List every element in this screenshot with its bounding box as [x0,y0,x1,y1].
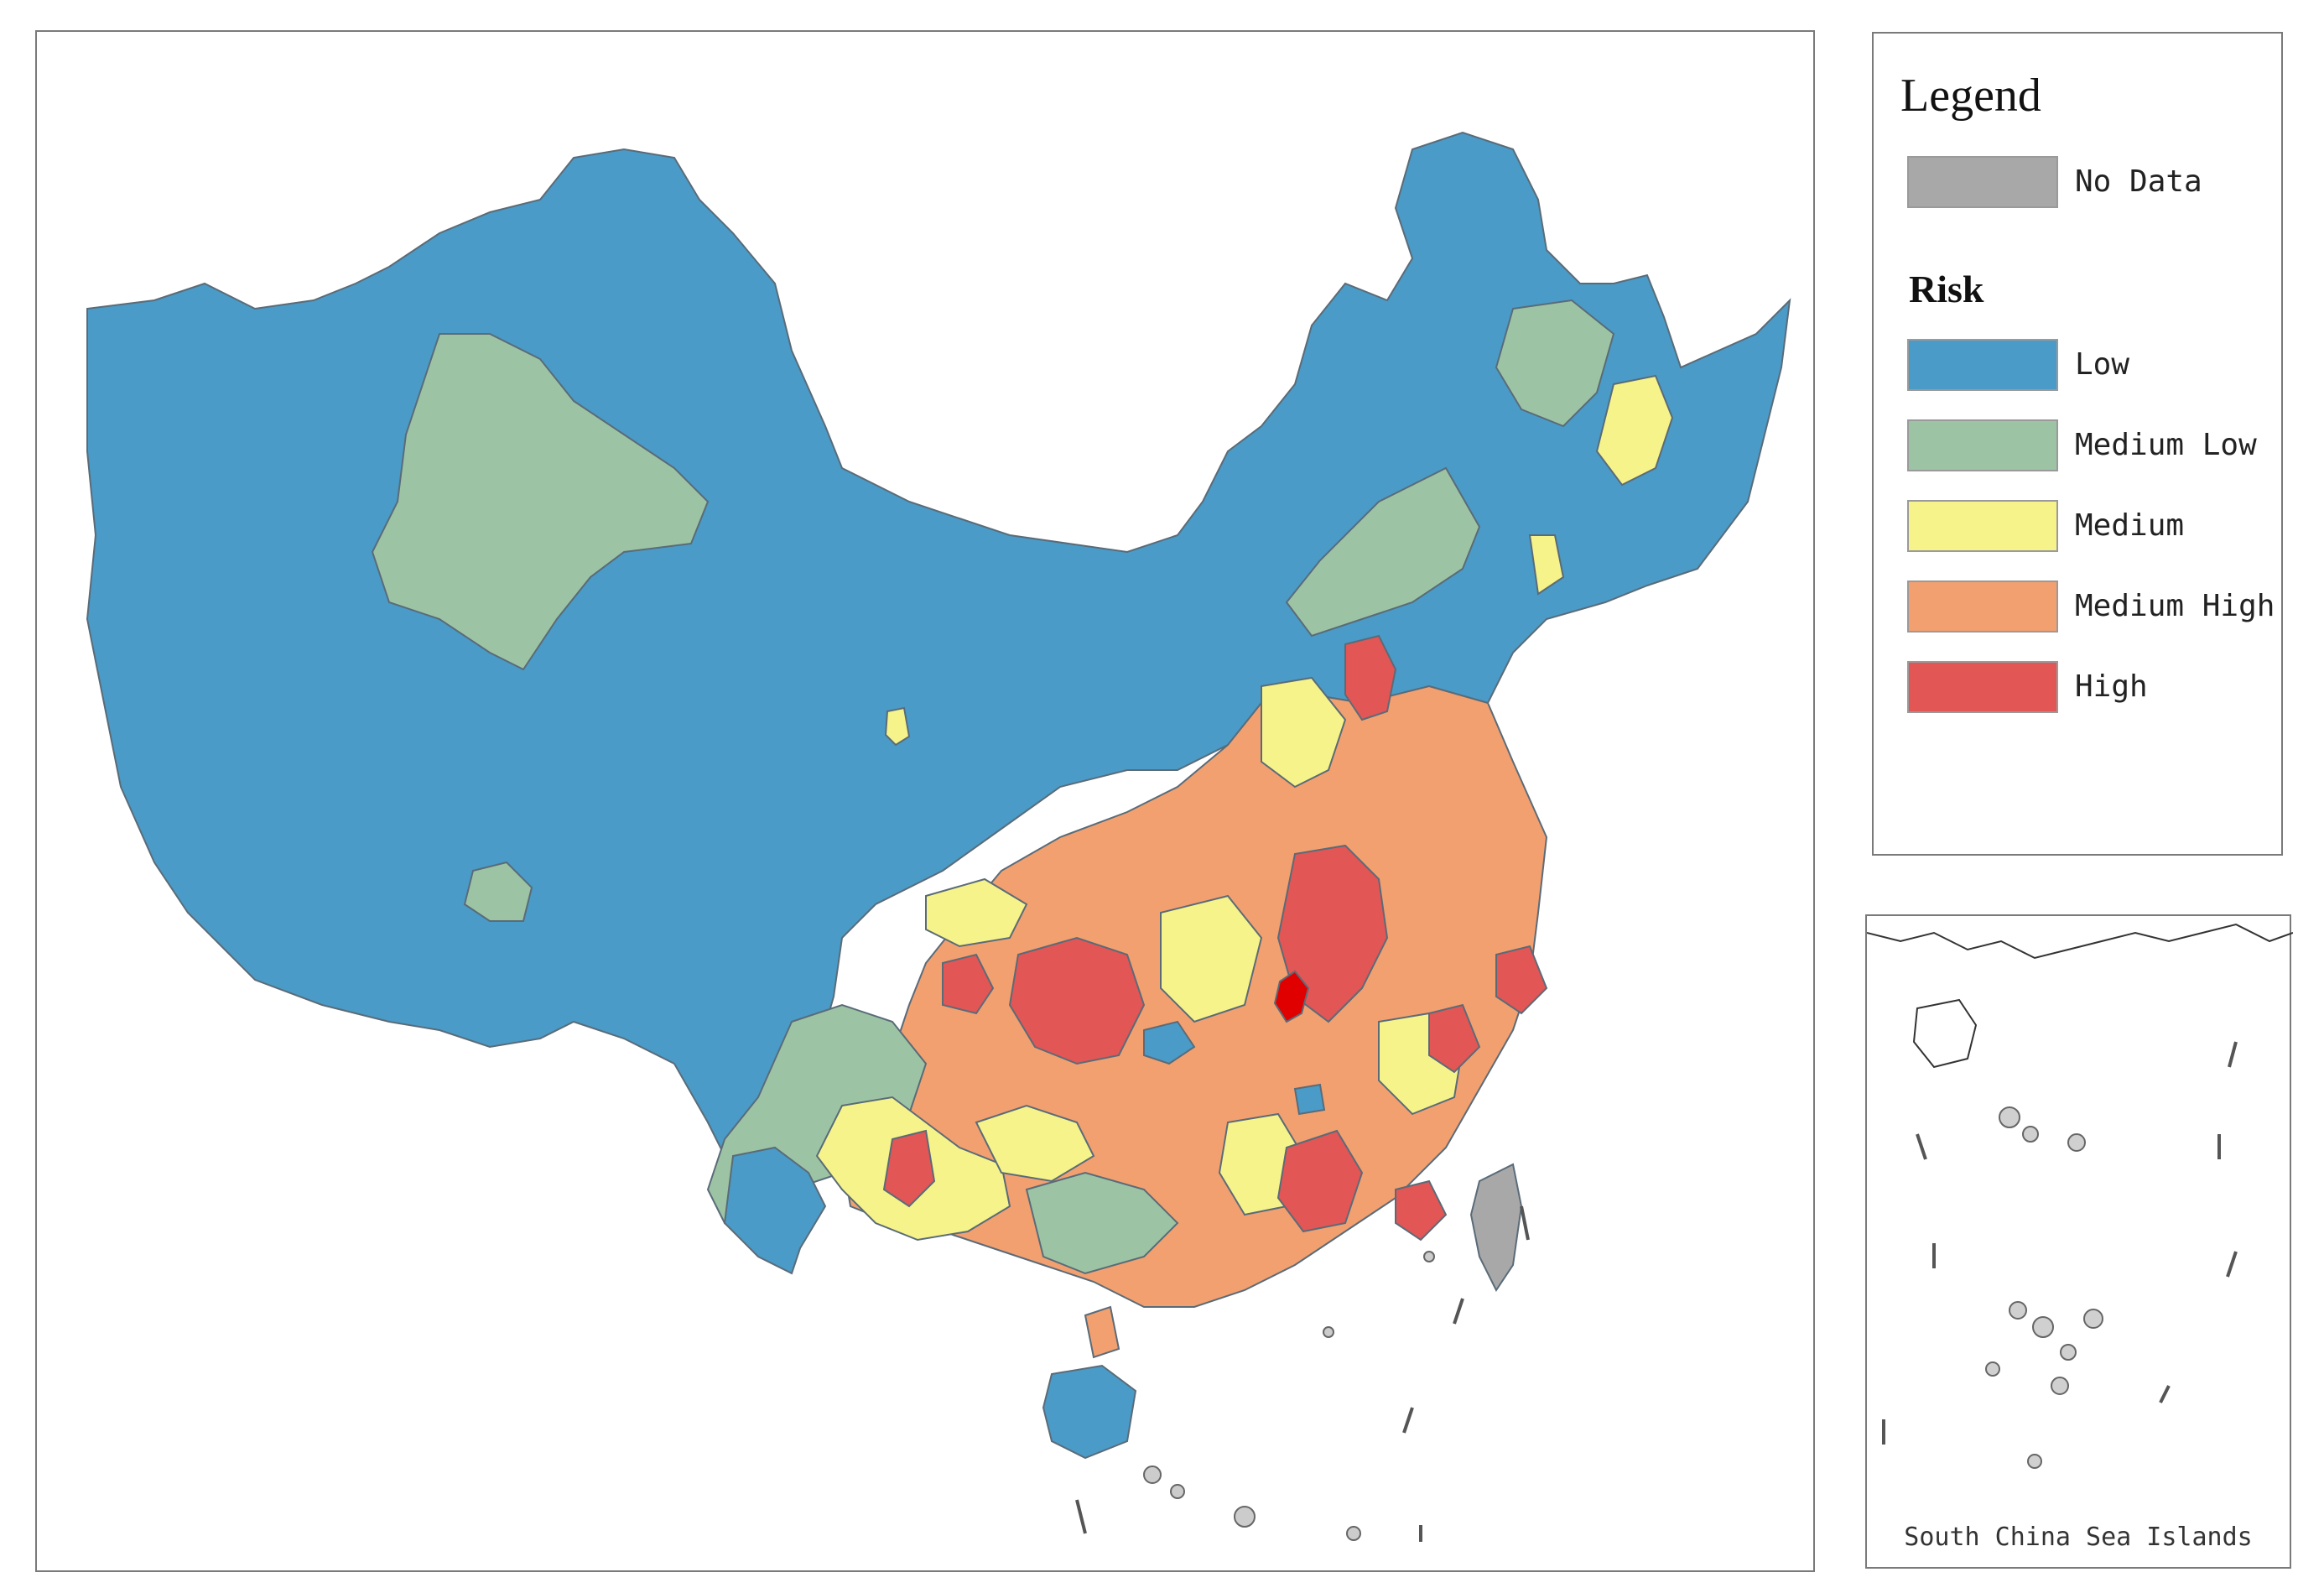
region-northwest-medium-low [371,333,710,671]
nine-dash-line [1075,1205,1530,1542]
region-high-east [1428,1003,1481,1074]
inset-islands [1985,1106,2103,1469]
region-high-west [942,953,995,1015]
legend-swatch-low [1907,339,2058,391]
legend-title: Legend [1900,70,2041,122]
inset-coastline [1867,923,2293,960]
legend-label-high: High [2075,669,2148,704]
region-medium-west [884,706,911,747]
region-northeast-medium-low [1495,299,1615,428]
legend-risk-title: Risk [1909,268,1984,310]
region-high-sichuan [1008,936,1146,1065]
region-south-medium-low [1025,1171,1179,1275]
region-high-yunnan [882,1129,936,1208]
region-southwest-low-border [723,1146,827,1275]
region-hainan [1042,1364,1137,1460]
region-high-south [1395,1179,1448,1242]
legend-label-low: Low [2075,347,2130,382]
region-medium-3 [925,877,1028,948]
region-medium-2 [975,1104,1095,1183]
legend-label-no-data: No Data [2075,164,2202,199]
legend-panel: Legend No Data Risk Low Medium Low Mediu… [1872,32,2283,856]
region-medium-northeast [1595,374,1674,487]
legend-label-medium-low: Medium Low [2075,428,2257,462]
legend-item-medium-low: Medium Low [1907,419,2276,473]
region-high-central [1276,844,1389,1023]
region-leizhou [1084,1305,1120,1359]
main-map-frame [35,30,1815,1572]
region-low-south-1 [1143,1020,1196,1065]
legend-item-medium: Medium [1907,500,2276,554]
legend-swatch-high [1907,661,2058,713]
region-taiwan [1469,1163,1523,1292]
region-high-jiangxi [1276,1129,1364,1233]
inset-hainan [1912,998,1978,1069]
legend-swatch-medium [1907,500,2058,552]
region-high-beijing [1344,634,1397,721]
legend-swatch-medium-high [1907,580,2058,633]
inset-caption: South China Sea Islands [1904,1523,2253,1552]
legend-item-medium-high: Medium High [1907,580,2276,634]
region-north-medium-low [1285,466,1481,638]
south-china-sea-inset: South China Sea Islands [1865,914,2293,1569]
region-medium-northeast-2 [1528,534,1565,596]
china-risk-map [86,131,1791,1542]
legend-swatch-no-data [1907,156,2058,208]
legend-swatch-medium-low [1907,419,2058,471]
legend-item-high: High [1907,661,2276,715]
region-tibet-medium-low [463,861,533,922]
region-medium-4 [1160,894,1263,1023]
legend-label-medium: Medium [2075,508,2185,543]
legend-item-no-data: No Data [1907,156,2276,210]
region-high-wuhan [1273,970,1310,1023]
legend-item-low: Low [1907,339,2276,393]
inset-map [1867,923,2293,1469]
legend-label-medium-high: Medium High [2075,589,2275,623]
sea-islands [1143,1251,1435,1541]
region-high-zhejiang [1495,945,1548,1015]
region-medium-5 [1261,676,1347,789]
region-low-south-2 [1293,1083,1326,1116]
inset-dash-line [1882,1041,2238,1445]
